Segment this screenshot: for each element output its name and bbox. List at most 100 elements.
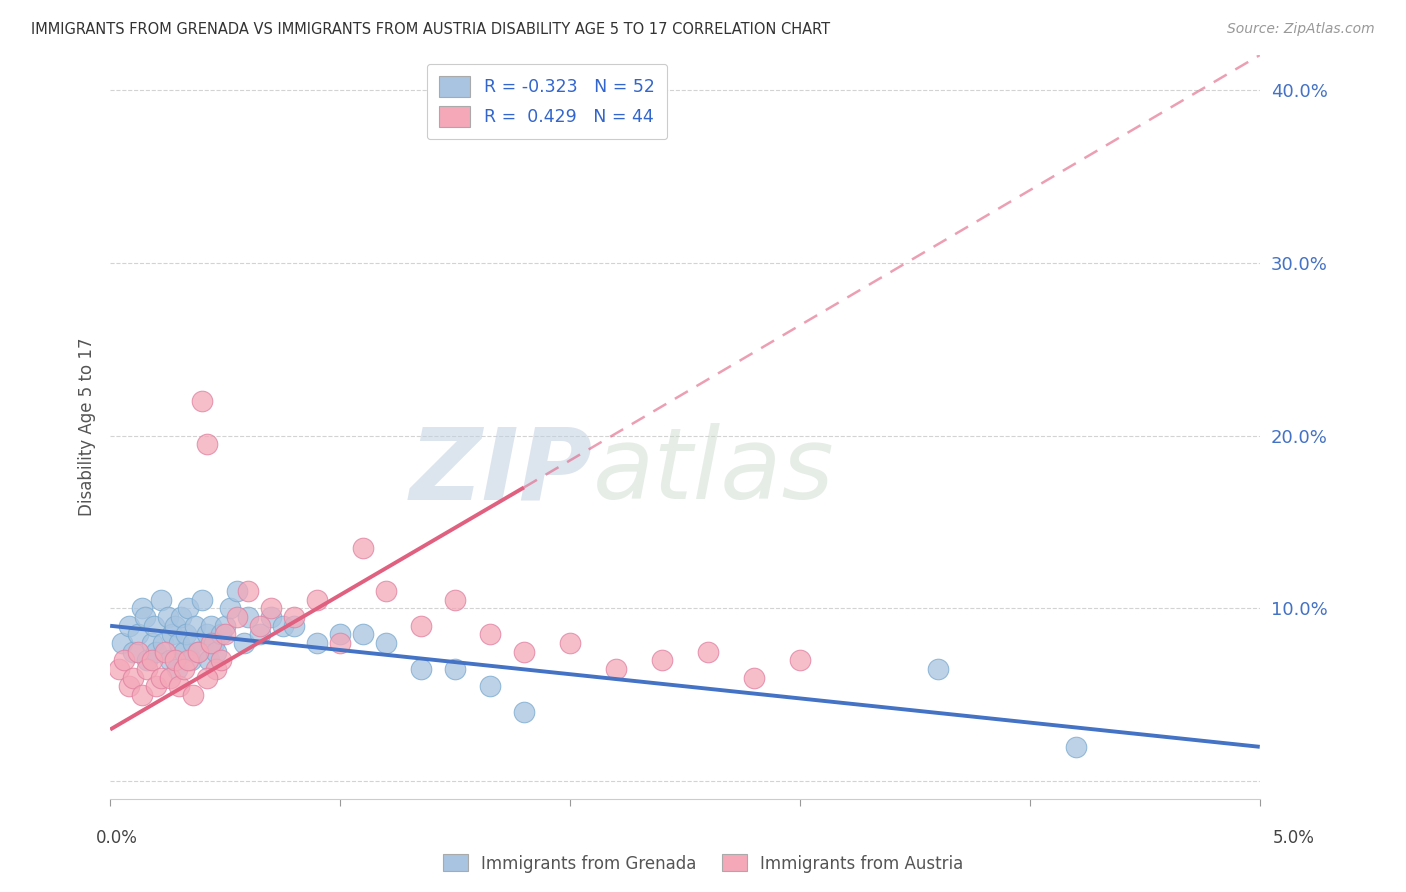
Point [122, 671, 145, 685]
Point [163, 653, 186, 667]
Point [167, 636, 190, 650]
Point [205, 662, 228, 676]
Point [352, 627, 374, 641]
Point [249, 619, 271, 633]
Point [214, 619, 236, 633]
Y-axis label: Disability Age 5 to 17: Disability Age 5 to 17 [79, 338, 96, 516]
Point [156, 610, 179, 624]
Point [186, 645, 208, 659]
Point [136, 662, 159, 676]
Point [122, 645, 145, 659]
Point [112, 653, 135, 667]
Point [131, 601, 153, 615]
Point [167, 679, 190, 693]
Point [200, 636, 222, 650]
Point [131, 688, 153, 702]
Point [191, 394, 214, 409]
Point [155, 645, 177, 659]
Point [141, 653, 163, 667]
Point [478, 627, 501, 641]
Point [236, 610, 259, 624]
Point [181, 636, 204, 650]
Point [307, 592, 329, 607]
Text: 0.0%: 0.0% [96, 829, 138, 847]
Point [375, 584, 398, 599]
Point [177, 601, 200, 615]
Point [513, 645, 536, 659]
Point [200, 619, 222, 633]
Point [927, 662, 949, 676]
Point [236, 584, 259, 599]
Point [283, 610, 305, 624]
Point [271, 619, 294, 633]
Point [478, 679, 501, 693]
Point [195, 627, 218, 641]
Point [375, 636, 398, 650]
Point [184, 619, 207, 633]
Point [180, 653, 202, 667]
Point [162, 627, 184, 641]
Text: 5.0%: 5.0% [1272, 829, 1315, 847]
Point [218, 601, 240, 615]
Point [444, 662, 467, 676]
Point [558, 636, 581, 650]
Point [329, 627, 352, 641]
Point [170, 610, 193, 624]
Point [108, 662, 131, 676]
Point [136, 653, 159, 667]
Point [352, 541, 374, 555]
Point [166, 662, 188, 676]
Point [177, 653, 200, 667]
Point [307, 636, 329, 650]
Point [173, 662, 195, 676]
Point [1064, 739, 1087, 754]
Point [134, 610, 156, 624]
Point [260, 610, 283, 624]
Point [152, 636, 174, 650]
Point [127, 645, 149, 659]
Point [651, 653, 673, 667]
Point [202, 636, 225, 650]
Point [117, 679, 139, 693]
Point [149, 671, 172, 685]
Point [159, 653, 181, 667]
Point [225, 584, 247, 599]
Text: IMMIGRANTS FROM GRENADA VS IMMIGRANTS FROM AUSTRIA DISABILITY AGE 5 TO 17 CORREL: IMMIGRANTS FROM GRENADA VS IMMIGRANTS FR… [31, 22, 830, 37]
Point [329, 636, 352, 650]
Point [173, 645, 195, 659]
Point [186, 645, 208, 659]
Point [249, 627, 271, 641]
Legend: Immigrants from Grenada, Immigrants from Austria: Immigrants from Grenada, Immigrants from… [436, 847, 970, 880]
Point [205, 645, 228, 659]
Point [283, 619, 305, 633]
Point [181, 688, 204, 702]
Point [142, 619, 165, 633]
Text: Source: ZipAtlas.com: Source: ZipAtlas.com [1227, 22, 1375, 37]
Point [159, 671, 181, 685]
Point [127, 627, 149, 641]
Point [209, 627, 232, 641]
Point [789, 653, 811, 667]
Point [214, 627, 236, 641]
Point [174, 627, 197, 641]
Text: atlas: atlas [593, 423, 835, 520]
Point [195, 437, 218, 451]
Point [697, 645, 720, 659]
Point [605, 662, 627, 676]
Point [145, 679, 167, 693]
Point [513, 705, 536, 719]
Point [232, 636, 254, 650]
Point [209, 653, 232, 667]
Point [145, 645, 167, 659]
Text: ZIP: ZIP [411, 423, 593, 520]
Point [409, 662, 432, 676]
Point [163, 619, 186, 633]
Point [225, 610, 247, 624]
Point [444, 592, 467, 607]
Legend: R = -0.323   N = 52, R =  0.429   N = 44: R = -0.323 N = 52, R = 0.429 N = 44 [427, 64, 668, 139]
Point [117, 619, 139, 633]
Point [409, 619, 432, 633]
Point [195, 671, 218, 685]
Point [260, 601, 283, 615]
Point [111, 636, 134, 650]
